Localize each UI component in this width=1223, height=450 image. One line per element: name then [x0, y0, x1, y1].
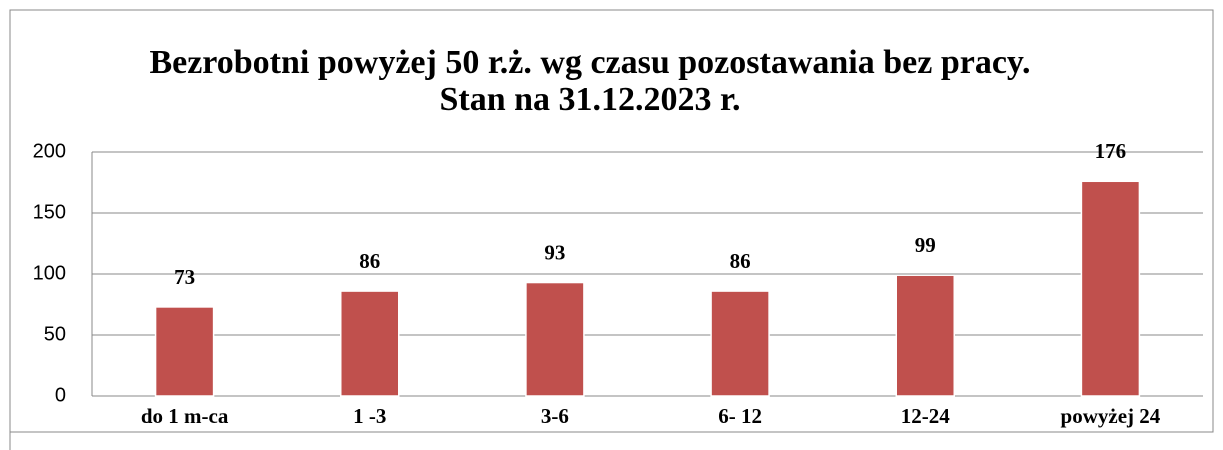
value-label: 86	[359, 249, 380, 273]
value-label: 86	[730, 249, 751, 273]
value-label: 99	[915, 233, 936, 257]
value-label: 176	[1095, 139, 1127, 163]
bar	[154, 306, 215, 397]
chart-frame	[9, 9, 1214, 433]
y-tick-label: 200	[33, 140, 66, 162]
x-tick-label: do 1 m-ca	[141, 404, 229, 428]
bar	[1080, 180, 1141, 397]
value-label: 73	[174, 265, 195, 289]
y-tick-label: 150	[33, 201, 66, 223]
y-tick-label: 0	[55, 384, 66, 406]
y-tick-label: 100	[33, 262, 66, 284]
y-tick-label: 50	[44, 323, 66, 345]
x-tick-label: powyżej 24	[1061, 404, 1161, 428]
bar	[525, 281, 585, 397]
x-tick-label: 1 -3	[353, 404, 386, 428]
x-tick-label: 6- 12	[718, 404, 762, 428]
bar	[340, 290, 400, 397]
bar	[710, 290, 770, 397]
bar	[895, 274, 955, 397]
value-label: 93	[544, 240, 565, 264]
chart-title: Bezrobotni powyżej 50 r.ż. wg czasu pozo…	[149, 44, 1031, 118]
x-tick-label: 3-6	[541, 404, 569, 428]
x-tick-label: 12-24	[901, 404, 950, 428]
